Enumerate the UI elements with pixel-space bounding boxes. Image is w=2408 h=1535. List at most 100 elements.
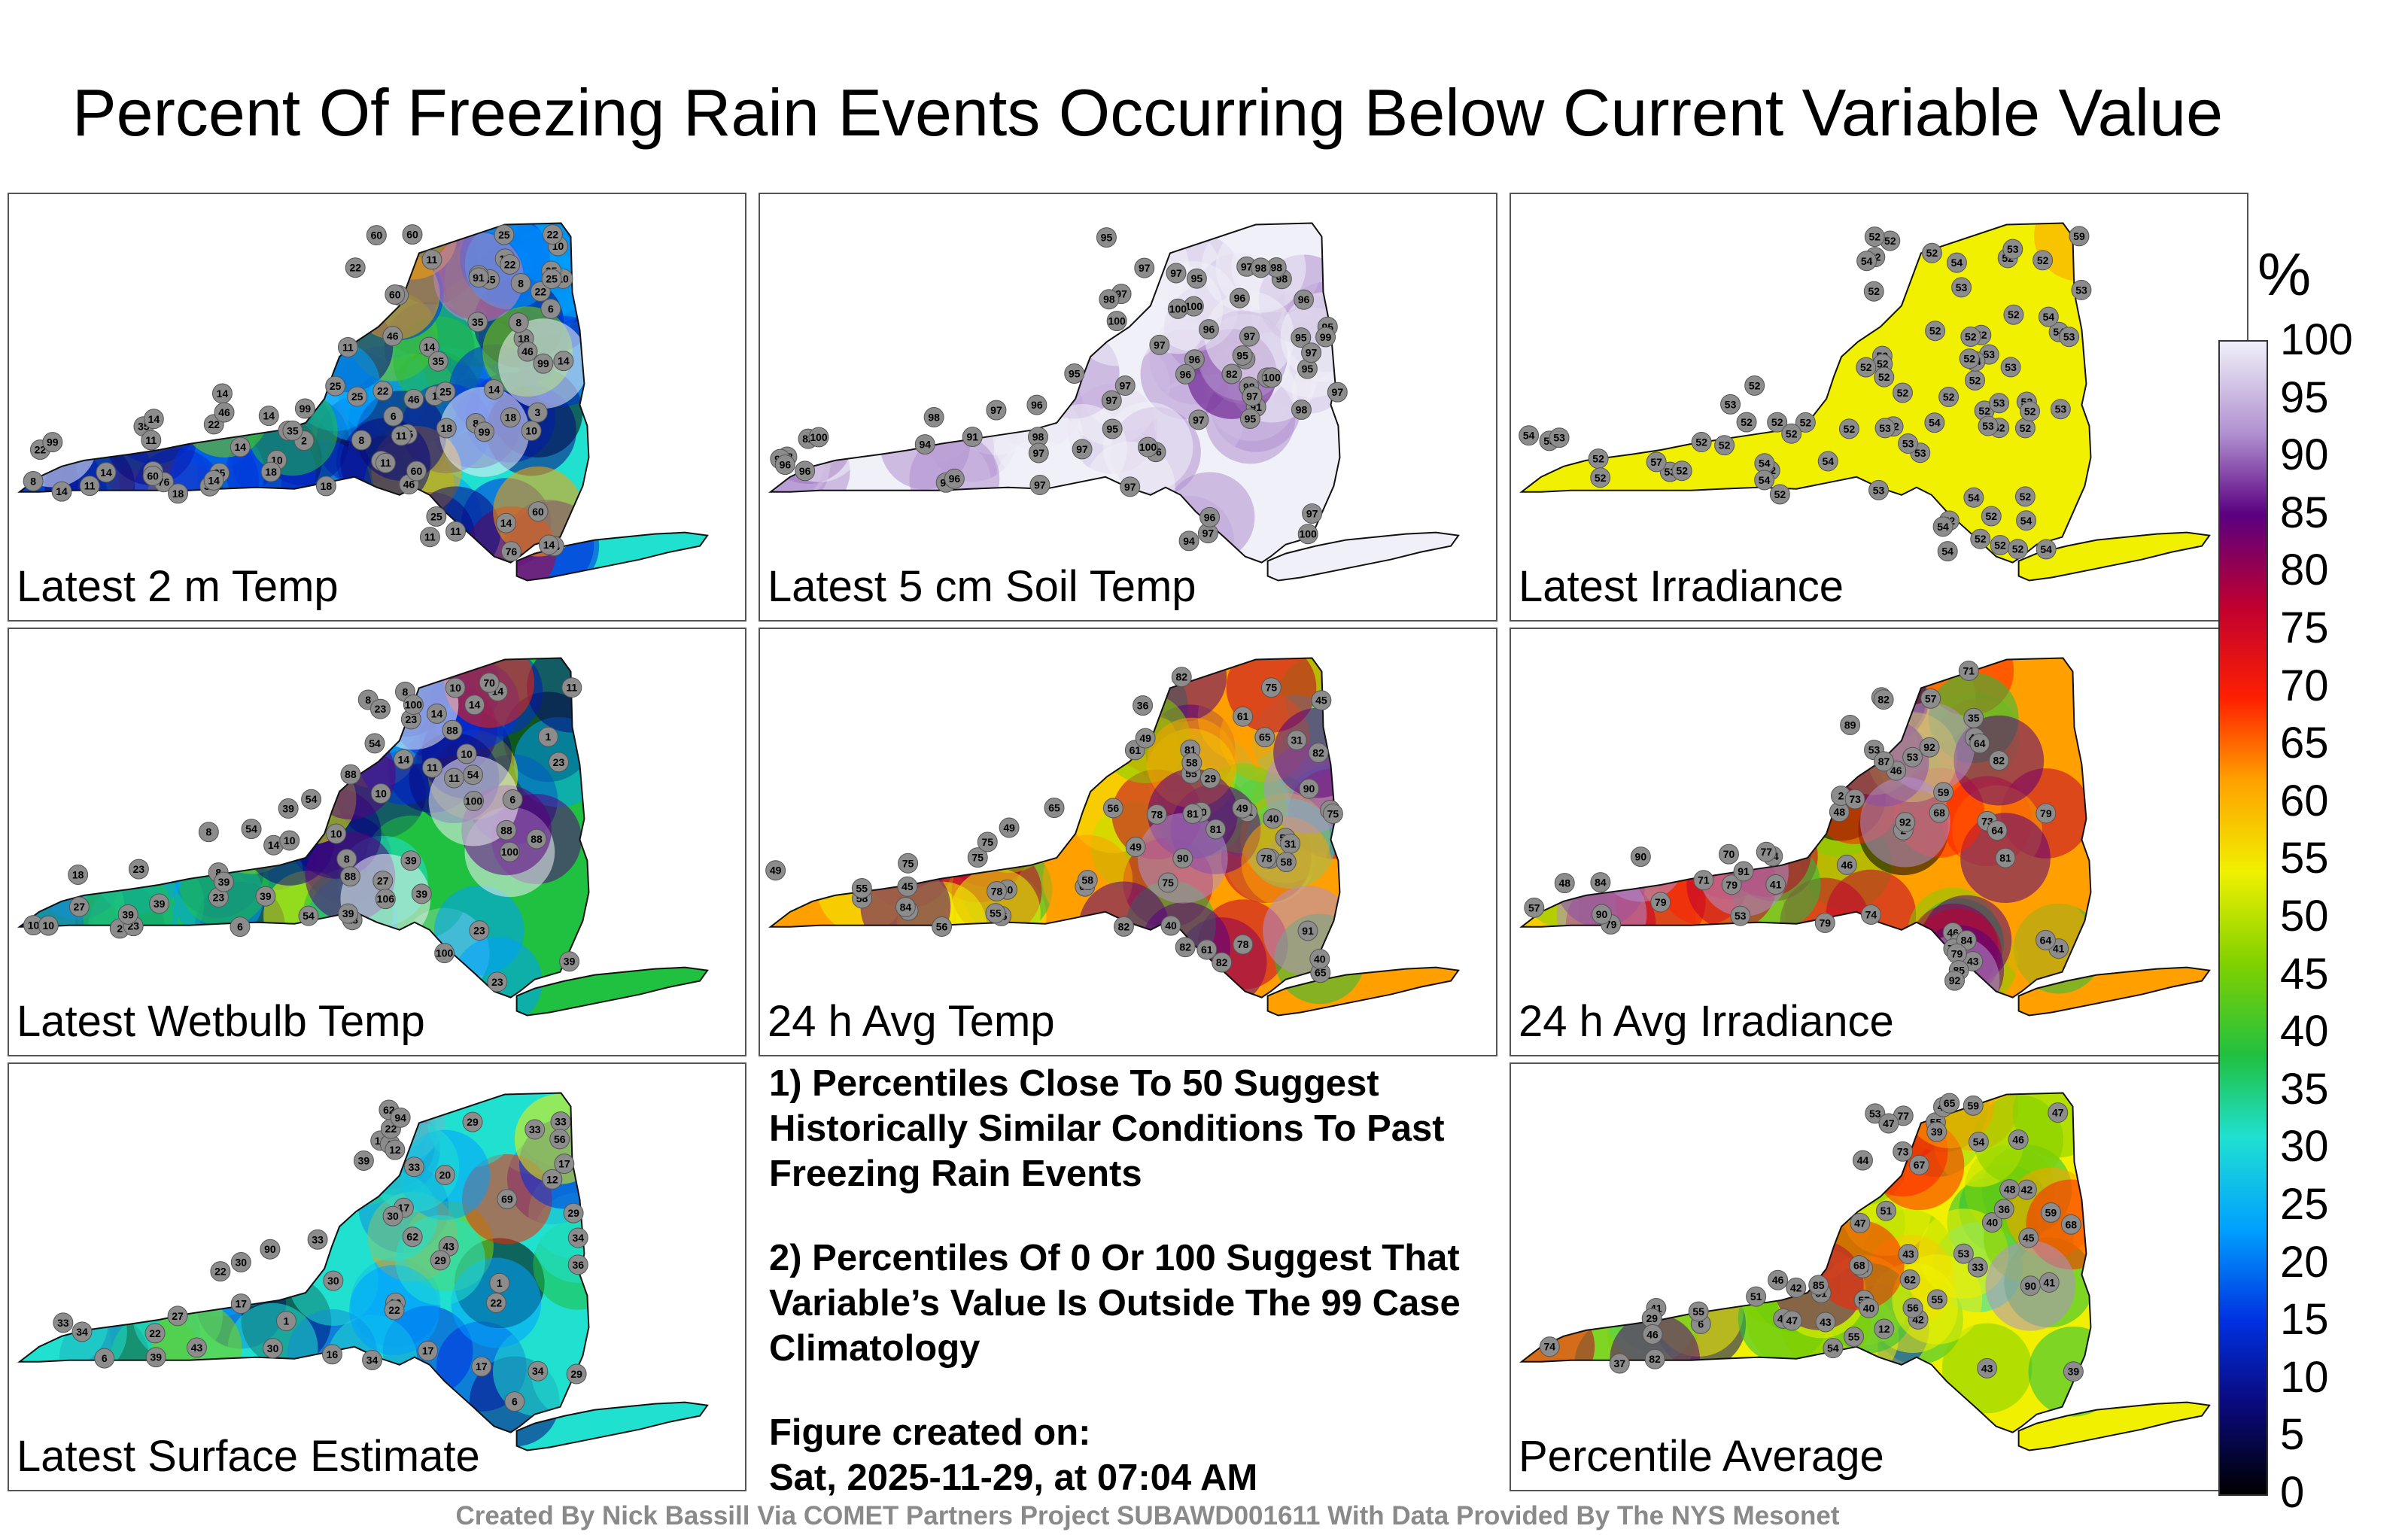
station-marker: 75 — [898, 853, 919, 874]
station-marker: 49 — [1125, 837, 1146, 858]
station-marker: 17 — [471, 1356, 492, 1377]
station-marker: 14 — [263, 834, 284, 856]
station-value: 48 — [1834, 806, 1846, 818]
station-value: 34 — [532, 1365, 544, 1377]
station-marker: 58 — [1077, 869, 1098, 890]
station-marker: 35 — [282, 420, 303, 441]
station-value: 46 — [1890, 764, 1902, 777]
station-marker: 99 — [1315, 327, 1336, 348]
station-value: 53 — [1869, 1108, 1881, 1120]
station-marker: 39 — [213, 871, 234, 892]
station-value: 10 — [28, 919, 40, 932]
station-value: 43 — [1967, 956, 1979, 968]
station-marker: 52 — [1714, 435, 1735, 456]
station-value: 82 — [1877, 694, 1890, 706]
station-marker: 36 — [567, 1254, 588, 1275]
station-value: 57 — [1650, 456, 1662, 468]
station-value: 84 — [900, 901, 912, 913]
station-marker: 31 — [1280, 833, 1301, 854]
station-value: 78 — [991, 886, 1003, 898]
station-marker: 89 — [1840, 714, 1861, 735]
station-value: 39 — [416, 888, 428, 900]
station-marker: 82 — [1873, 689, 1894, 710]
station-marker: 53 — [1720, 394, 1741, 415]
station-marker: 11 — [391, 425, 412, 446]
station-marker: 62 — [402, 1226, 423, 1248]
station-marker: 96 — [1199, 506, 1221, 527]
station-marker: 56 — [1102, 798, 1123, 819]
station-marker: 11 — [561, 677, 582, 698]
station-value: 1 — [497, 1277, 503, 1289]
station-marker: 75 — [1322, 803, 1343, 824]
station-marker: 23 — [208, 887, 229, 907]
station-value: 70 — [1723, 848, 1735, 860]
station-value: 65 — [1259, 731, 1271, 743]
station-value: 35 — [287, 424, 299, 436]
station-marker: 54 — [1754, 470, 1775, 491]
station-marker: 25 — [426, 506, 447, 527]
station-marker: 95 — [1102, 418, 1123, 439]
station-marker: 34 — [362, 1349, 383, 1370]
station-marker: 52 — [1938, 386, 1960, 407]
station-marker: 16 — [321, 1344, 342, 1365]
state-outline — [1266, 966, 1460, 1017]
station-value: 95 — [1069, 367, 1081, 379]
station-marker: 17 — [230, 1293, 251, 1315]
station-value: 58 — [1186, 757, 1198, 769]
station-value: 23 — [473, 925, 485, 937]
station-value: 40 — [1314, 953, 1326, 965]
station-marker: 35 — [427, 351, 448, 372]
station-marker: 44 — [1852, 1150, 1873, 1171]
station-marker: 56 — [1902, 1297, 1923, 1318]
station-value: 39 — [154, 898, 166, 910]
panel-label: Latest 2 m Temp — [17, 562, 339, 611]
station-marker: 48 — [1999, 1179, 2020, 1200]
state-outline — [515, 531, 709, 582]
station-marker: 10 — [38, 915, 59, 936]
colorbar-tick-label: 85 — [2280, 488, 2329, 537]
station-value: 55 — [1692, 1306, 1704, 1318]
station-value: 23 — [491, 976, 503, 988]
station-value: 33 — [1972, 1261, 1984, 1273]
station-value: 36 — [572, 1259, 584, 1271]
state-outline — [1266, 531, 1460, 582]
station-value: 18 — [72, 869, 84, 881]
station-marker: 39 — [1926, 1121, 1947, 1142]
colorbar-tick-label: 15 — [2280, 1295, 2329, 1345]
station-value: 6 — [509, 793, 515, 805]
station-marker: 22 — [542, 224, 563, 245]
station-marker: 96 — [774, 454, 795, 476]
station-value: 37 — [1613, 1357, 1625, 1369]
station-marker: 22 — [144, 1323, 166, 1344]
figure-title: Percent Of Freezing Rain Events Occurrin… — [71, 75, 2224, 150]
station-value: 11 — [145, 434, 157, 446]
station-value: 10 — [284, 834, 296, 847]
station-value: 30 — [387, 1210, 399, 1222]
colorbar-tick-label: 65 — [2280, 719, 2329, 768]
station-value: 41 — [2053, 943, 2065, 955]
station-value: 75 — [1327, 807, 1339, 819]
panel-label: Latest Surface Estimate — [17, 1432, 480, 1481]
station-value: 97 — [1306, 347, 1318, 359]
station-marker: 39 — [400, 850, 421, 871]
station-value: 71 — [1963, 664, 1975, 676]
station-marker: 53 — [1868, 479, 1889, 500]
station-value: 95 — [1236, 349, 1248, 361]
station-marker: 49 — [999, 817, 1020, 838]
station-marker: 96 — [1184, 349, 1205, 370]
station-value: 97 — [1033, 447, 1045, 459]
station-value: 10 — [449, 682, 461, 694]
station-value: 99 — [1320, 331, 1332, 343]
station-value: 52 — [1860, 361, 1872, 373]
station-value: 100 — [1169, 302, 1187, 315]
state-outline — [515, 966, 709, 1017]
station-marker: 76 — [500, 541, 521, 562]
station-value: 58 — [1281, 856, 1293, 868]
station-marker: 82 — [1988, 750, 2009, 771]
station-marker: 22 — [485, 1292, 506, 1313]
station-value: 99 — [299, 403, 312, 415]
station-value: 96 — [1204, 511, 1216, 523]
station-marker: 14 — [553, 351, 574, 372]
station-marker: 75 — [977, 831, 998, 853]
figure-created-date: Sat, 2025-11-29, at 07:04 AM — [769, 1457, 1258, 1498]
